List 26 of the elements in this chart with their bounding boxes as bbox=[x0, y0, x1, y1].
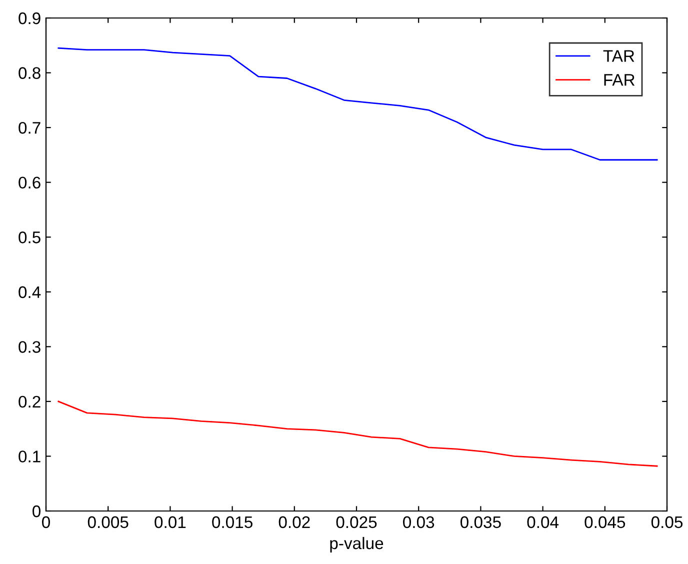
y-tick-label: 0.2 bbox=[18, 396, 40, 408]
x-tick-label: 0.025 bbox=[336, 516, 377, 528]
y-tick-label: 0.6 bbox=[18, 176, 40, 189]
x-tick-label: 0.03 bbox=[403, 516, 434, 528]
x-tick-label: 0.05 bbox=[651, 516, 683, 528]
y-tick-label: 0.7 bbox=[18, 122, 40, 134]
x-axis-title: p-value bbox=[330, 536, 384, 552]
x-tick-label: 0.02 bbox=[278, 516, 310, 528]
x-tick-label: 0.015 bbox=[212, 516, 252, 528]
x-tick-label: 0 bbox=[42, 516, 50, 528]
x-tick-label: 0.01 bbox=[154, 516, 186, 528]
y-tick-label: 0.8 bbox=[18, 67, 40, 79]
legend-label: FAR bbox=[604, 74, 635, 86]
line-series bbox=[58, 47, 658, 161]
legend-label: TAR bbox=[603, 50, 634, 62]
y-tick-label: 0.9 bbox=[18, 12, 40, 24]
x-tick-label: 0.045 bbox=[584, 516, 626, 528]
x-tick-label: 0.035 bbox=[460, 516, 501, 528]
y-tick-label: 0.1 bbox=[18, 450, 40, 462]
line-series bbox=[58, 400, 658, 467]
y-tick-label: 0.3 bbox=[18, 341, 40, 353]
y-tick-label: 0 bbox=[32, 505, 40, 518]
x-tick-label: 0.04 bbox=[527, 516, 559, 528]
x-tick-label: 0.005 bbox=[88, 516, 128, 528]
y-tick-label: 0.4 bbox=[18, 286, 41, 298]
y-tick-label: 0.5 bbox=[18, 232, 40, 244]
